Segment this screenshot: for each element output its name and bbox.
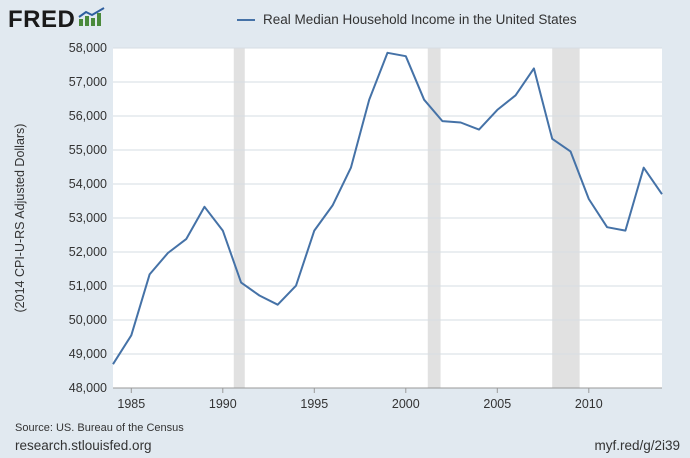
fred-logo[interactable]: FRED	[8, 6, 106, 34]
site-link[interactable]: research.stlouisfed.org	[15, 438, 152, 453]
income-series-line	[112, 51, 663, 365]
trend-chart-icon	[78, 6, 106, 34]
y-tick-label: 50,000	[69, 313, 107, 327]
x-tick-label: 1985	[117, 397, 145, 411]
y-tick-label: 58,000	[69, 41, 107, 55]
y-tick-label: 52,000	[69, 245, 107, 259]
y-tick-label: 49,000	[69, 347, 107, 361]
y-tick-label: 57,000	[69, 75, 107, 89]
legend-label: Real Median Household Income in the Unit…	[263, 12, 577, 27]
source-note: Source: US. Bureau of the Census	[15, 422, 184, 434]
y-tick-label: 48,000	[69, 381, 107, 395]
short-link[interactable]: myf.red/g/2i39	[594, 438, 680, 453]
y-tick-label: 56,000	[69, 109, 107, 123]
x-tick-label: 1990	[209, 397, 237, 411]
y-tick-label: 54,000	[69, 177, 107, 191]
y-tick-label: 53,000	[69, 211, 107, 225]
x-tick-label: 2010	[575, 397, 603, 411]
chart-legend: Real Median Household Income in the Unit…	[237, 12, 577, 27]
x-tick-label: 1995	[300, 397, 328, 411]
y-tick-label: 55,000	[69, 143, 107, 157]
y-tick-label: 51,000	[69, 279, 107, 293]
x-axis-ticks: 1985 1990 1995 2000 2005 2010	[113, 387, 662, 411]
gridlines	[113, 47, 662, 389]
x-tick-label: 2005	[483, 397, 511, 411]
fred-logo-text: FRED	[8, 6, 76, 33]
y-axis-ticks: 48,000 49,000 50,000 51,000 52,000 53,000 54,0…	[69, 41, 107, 395]
y-axis-label: (2014 CPI-U-RS Adjusted Dollars)	[13, 124, 27, 313]
x-tick-label: 2000	[392, 397, 420, 411]
legend-line-swatch	[237, 18, 255, 21]
